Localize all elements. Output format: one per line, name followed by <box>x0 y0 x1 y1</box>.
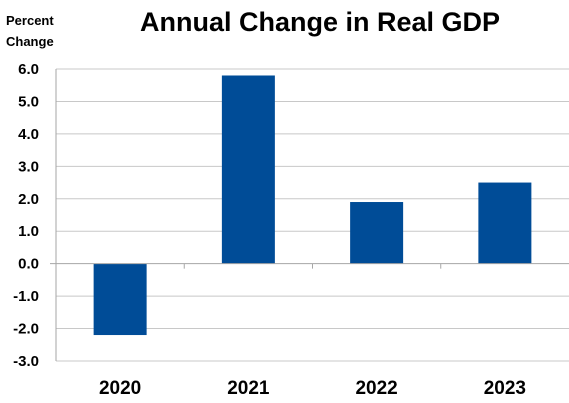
y-axis-label: Percent Change <box>6 10 54 52</box>
y-axis-label-line-2: Change <box>6 34 54 49</box>
y-axis-label-line-1: Percent <box>6 13 54 28</box>
y-tick-label: -1.0 <box>13 288 39 305</box>
y-tick-label: -3.0 <box>13 353 39 370</box>
y-tick-label: 1.0 <box>18 223 39 240</box>
y-tick-label: 5.0 <box>18 93 39 110</box>
x-tick-label: 2023 <box>484 378 526 399</box>
y-tick-label: 6.0 <box>18 61 39 78</box>
y-tick-label: 4.0 <box>18 126 39 143</box>
bar <box>93 263 147 336</box>
x-tick-label: 2022 <box>355 378 397 399</box>
bar <box>221 75 275 264</box>
bar <box>478 182 532 264</box>
x-tick-label: 2020 <box>99 378 141 399</box>
y-tick-label: 2.0 <box>18 191 39 208</box>
chart-title: Annual Change in Real GDP <box>139 7 501 37</box>
x-tick-label: 2021 <box>227 378 270 399</box>
y-tick-label: -2.0 <box>13 321 39 338</box>
y-tick-label: 0.0 <box>18 256 39 273</box>
bar <box>350 202 404 264</box>
y-tick-label: 3.0 <box>18 158 39 175</box>
